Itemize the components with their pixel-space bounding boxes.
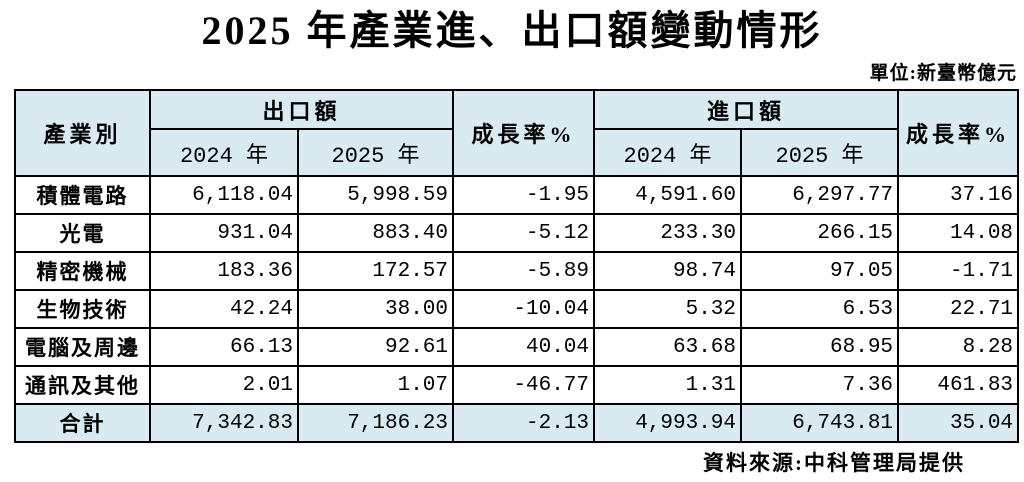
export-growth-cell: -10.04 <box>452 289 596 329</box>
export-2024-cell: 2.01 <box>149 365 299 405</box>
import-growth-cell: 461.83 <box>897 365 1020 405</box>
industry-trade-table: 產業別 出口額 成長率% 進口額 成長率% 2024 年 2025 年 2024… <box>14 89 1020 443</box>
import-growth-cell: 37.16 <box>897 175 1020 215</box>
source-note: 資料來源:中科管理局提供 <box>703 451 965 475</box>
export-2025-cell: 5,998.59 <box>296 175 455 215</box>
export-growth-cell: -46.77 <box>452 365 596 405</box>
industry-cell: 通訊及其他 <box>14 365 151 405</box>
table-row: 光電 931.04 883.40 -5.12 233.30 266.15 14.… <box>14 213 1020 253</box>
export-growth-cell: -1.95 <box>452 175 596 215</box>
import-2024-cell: 1.31 <box>593 365 743 405</box>
col-header-import-growth: 成長率% <box>897 89 1020 177</box>
col-header-import-2025: 2025 年 <box>740 128 900 177</box>
table-row: 通訊及其他 2.01 1.07 -46.77 1.31 7.36 461.83 <box>14 365 1020 405</box>
industry-cell: 生物技術 <box>14 289 151 329</box>
table-row: 生物技術 42.24 38.00 -10.04 5.32 6.53 22.71 <box>14 289 1020 329</box>
table-row: 精密機械 183.36 172.57 -5.89 98.74 97.05 -1.… <box>14 251 1020 291</box>
import-growth-cell: 8.28 <box>897 327 1020 367</box>
export-2025-cell: 38.00 <box>296 289 455 329</box>
import-2024-cell: 233.30 <box>593 213 743 253</box>
table-total-row: 合計 7,342.83 7,186.23 -2.13 4,993.94 6,74… <box>14 403 1020 443</box>
import-2024-cell: 98.74 <box>593 251 743 291</box>
header-row-years: 2024 年 2025 年 2024 年 2025 年 <box>15 128 1018 177</box>
unit-note: 單位:新臺幣億元 <box>869 63 1017 84</box>
col-header-import-2024: 2024 年 <box>593 128 743 177</box>
import-growth-cell: 22.71 <box>897 289 1020 329</box>
total-import-growth-cell: 35.04 <box>897 403 1020 443</box>
export-growth-cell: 40.04 <box>452 327 596 367</box>
page-title: 2025 年產業進、出口額變動情形 <box>201 8 823 53</box>
export-2024-cell: 42.24 <box>149 289 299 329</box>
import-2025-cell: 97.05 <box>740 251 900 291</box>
export-2024-cell: 183.36 <box>149 251 299 291</box>
table-row: 電腦及周邊 66.13 92.61 40.04 63.68 68.95 8.28 <box>14 327 1020 367</box>
import-2025-cell: 68.95 <box>740 327 900 367</box>
export-growth-cell: -5.89 <box>452 251 596 291</box>
import-2024-cell: 5.32 <box>593 289 743 329</box>
col-header-export: 出口額 <box>148 89 455 130</box>
import-2024-cell: 4,591.60 <box>593 175 743 215</box>
total-export-2025-cell: 7,186.23 <box>296 403 455 443</box>
col-header-industry: 產業別 <box>14 89 151 177</box>
header-row-groups: 產業別 出口額 成長率% 進口額 成長率% <box>14 89 1020 177</box>
document-page: 2025 年產業進、出口額變動情形 單位:新臺幣億元 產業別 出口額 成長率% … <box>0 6 1024 482</box>
total-import-2025-cell: 6,743.81 <box>740 403 900 443</box>
import-2024-cell: 63.68 <box>593 327 743 367</box>
col-header-export-growth: 成長率% <box>452 89 596 177</box>
industry-cell: 積體電路 <box>14 175 151 215</box>
export-2025-cell: 883.40 <box>296 213 455 253</box>
export-2025-cell: 1.07 <box>296 365 455 405</box>
import-2025-cell: 6.53 <box>740 289 900 329</box>
import-growth-cell: 14.08 <box>897 213 1020 253</box>
export-2025-cell: 92.61 <box>296 327 455 367</box>
import-2025-cell: 7.36 <box>740 365 900 405</box>
import-2025-cell: 6,297.77 <box>740 175 900 215</box>
total-label-cell: 合計 <box>14 403 151 443</box>
industry-cell: 光電 <box>14 213 151 253</box>
total-import-2024-cell: 4,993.94 <box>593 403 743 443</box>
total-export-growth-cell: -2.13 <box>452 403 596 443</box>
table-row: 積體電路 6,118.04 5,998.59 -1.95 4,591.60 6,… <box>14 175 1020 215</box>
import-growth-cell: -1.71 <box>897 251 1020 291</box>
industry-cell: 電腦及周邊 <box>14 327 151 367</box>
import-2025-cell: 266.15 <box>740 213 900 253</box>
export-2024-cell: 931.04 <box>149 213 299 253</box>
export-growth-cell: -5.12 <box>452 213 596 253</box>
export-2024-cell: 6,118.04 <box>149 175 299 215</box>
col-header-export-2024: 2024 年 <box>149 128 299 177</box>
export-2025-cell: 172.57 <box>296 251 455 291</box>
export-2024-cell: 66.13 <box>149 327 299 367</box>
industry-cell: 精密機械 <box>14 251 151 291</box>
col-header-export-2025: 2025 年 <box>296 128 455 177</box>
col-header-import: 進口額 <box>593 89 900 130</box>
total-export-2024-cell: 7,342.83 <box>149 403 299 443</box>
